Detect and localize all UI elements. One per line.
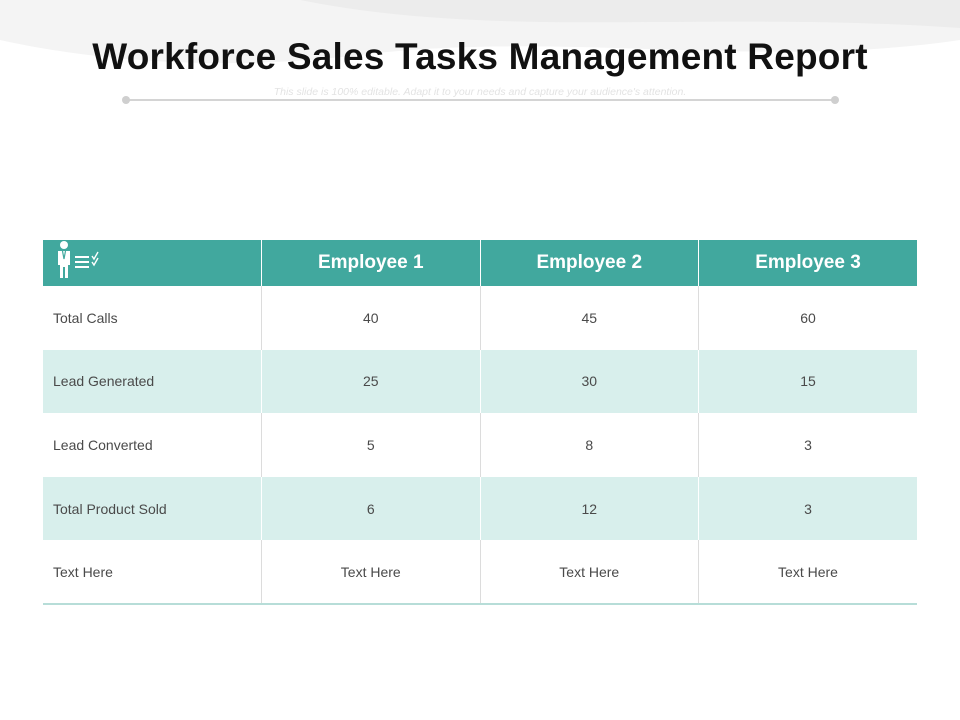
sales-table: Employee 1 Employee 2 Employee 3 Total C… <box>43 240 917 605</box>
row-label: Lead Generated <box>43 349 262 414</box>
subtitle: This slide is 100% editable. Adapt it to… <box>273 86 687 98</box>
table-row: Lead Converted 5 8 3 <box>43 413 917 477</box>
divider-dot-right <box>831 96 839 104</box>
table-cell: 8 <box>479 413 699 477</box>
title-divider <box>126 99 835 101</box>
table-cell: 45 <box>479 286 699 350</box>
table-row: Total Calls 40 45 60 <box>43 286 917 350</box>
table-cell: 3 <box>698 413 917 477</box>
table-cell: 30 <box>479 349 699 414</box>
table-cell: 25 <box>261 349 480 414</box>
table-header-row: Employee 1 Employee 2 Employee 3 <box>43 240 917 286</box>
header-icon-cell <box>43 240 262 286</box>
table-cell: 60 <box>698 286 917 350</box>
table-cell: Text Here <box>261 540 480 605</box>
table-cell: Text Here <box>479 540 699 605</box>
row-label: Lead Converted <box>53 436 153 453</box>
row-label: Text Here <box>43 540 262 605</box>
column-header-employee-1: Employee 1 <box>261 240 480 286</box>
row-label: Total Product Sold <box>43 476 262 541</box>
row-label: Total Calls <box>53 309 118 326</box>
table-row: Total Product Sold 6 12 3 <box>43 476 917 541</box>
background-swoosh <box>0 0 960 64</box>
employee-checklist-icon <box>55 240 105 286</box>
table-cell: 15 <box>698 349 917 414</box>
table-cell: Text Here <box>698 540 917 605</box>
table-cell: 40 <box>261 286 480 350</box>
table-cell: 5 <box>261 413 480 477</box>
divider-dot-left <box>122 96 130 104</box>
table-row: Text Here Text Here Text Here Text Here <box>43 540 917 605</box>
table-row: Lead Generated 25 30 15 <box>43 349 917 414</box>
column-header-employee-3: Employee 3 <box>698 240 917 286</box>
page-title: Workforce Sales Tasks Management Report <box>92 36 868 77</box>
table-cell: 12 <box>479 476 699 541</box>
table-cell: 6 <box>261 476 480 541</box>
table-cell: 3 <box>698 476 917 541</box>
column-header-employee-2: Employee 2 <box>479 240 699 286</box>
